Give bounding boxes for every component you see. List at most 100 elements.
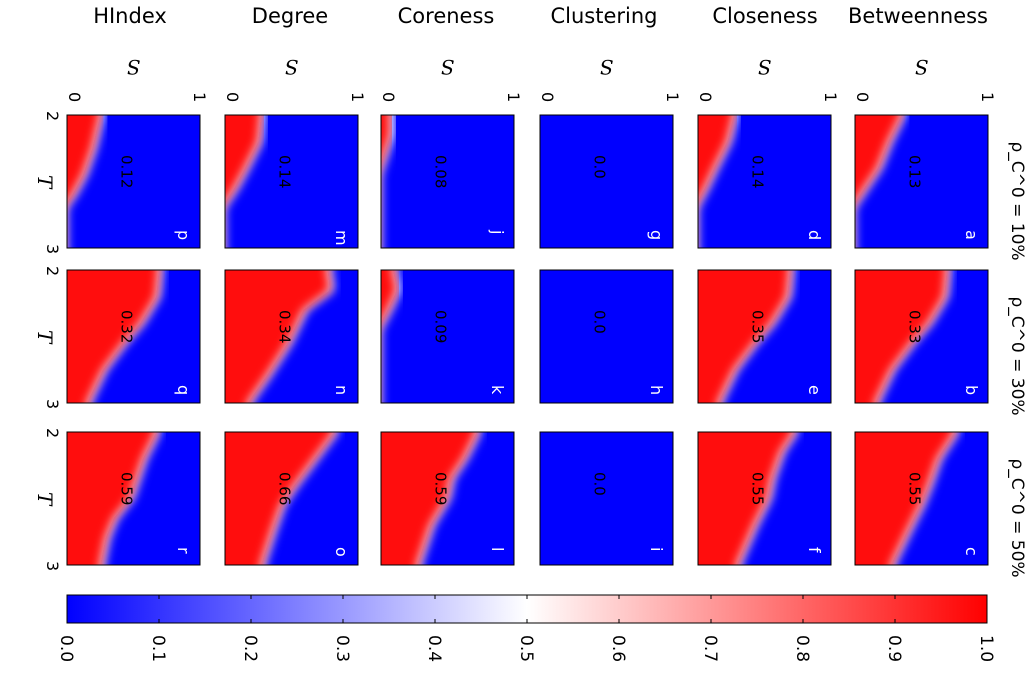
heatmap-panel	[380, 114, 515, 249]
panel-value: 0.55	[906, 472, 924, 505]
colorbar-tick-label: 0.4	[424, 635, 444, 662]
column-title: Clustering	[550, 4, 658, 28]
colorbar-tick-label: 0.6	[608, 635, 628, 662]
s-tick-label: 1	[978, 92, 997, 102]
cooperation-region	[225, 270, 331, 403]
panel-background	[540, 115, 673, 248]
heatmap-panel	[380, 269, 515, 404]
s-tick-label: 1	[348, 92, 367, 102]
s-tick-label: 1	[190, 92, 209, 102]
column-title: HIndex	[93, 4, 167, 28]
panel-letter: c	[962, 547, 981, 556]
panel-value: 0.34	[276, 310, 294, 343]
panel-value: 0.08	[432, 155, 450, 188]
t-axis-label: T	[33, 330, 57, 345]
s-axis-label: S	[758, 55, 772, 79]
t-tick-label: 2	[43, 111, 62, 121]
heatmap-panel	[224, 114, 359, 249]
t-tick-label: 3	[43, 561, 62, 571]
panel-letter: f	[805, 547, 824, 553]
s-axis-label: S	[441, 55, 455, 79]
panel-letter: q	[174, 385, 193, 395]
panel-value: 0.59	[118, 472, 136, 505]
cooperation-region	[698, 432, 794, 565]
s-tick-label: 0	[696, 92, 715, 102]
colorbar	[66, 594, 988, 624]
panel-value: 0.0	[591, 310, 609, 334]
cooperation-region	[381, 270, 397, 323]
t-axis-label: T	[33, 175, 57, 190]
panel-background	[540, 270, 673, 403]
t-tick-label: 3	[43, 244, 62, 254]
t-tick-label: 2	[43, 428, 62, 438]
panel-value: 0.13	[906, 155, 924, 188]
heatmap-panel	[539, 114, 674, 249]
panel-value: 0.0	[591, 155, 609, 179]
panel-letter: b	[962, 385, 981, 395]
s-axis-label: S	[285, 55, 299, 79]
colorbar-tick-label: 0.7	[700, 635, 720, 662]
cooperation-region	[225, 432, 335, 565]
t-tick-label: 3	[43, 399, 62, 409]
cooperation-region	[698, 270, 790, 403]
panel-background	[381, 270, 514, 403]
panel-value: 0.55	[749, 472, 767, 505]
panel-value: 0.66	[276, 472, 294, 505]
panel-value: 0.35	[749, 310, 767, 343]
colorbar-tick-label: 0.5	[516, 635, 536, 662]
s-tick-label: 1	[821, 92, 840, 102]
panel-border	[380, 114, 515, 249]
s-axis-label: S	[915, 55, 929, 79]
column-title: Coreness	[397, 4, 495, 28]
panel-border	[380, 269, 515, 404]
heatmap-panel	[539, 269, 674, 404]
cooperation-region	[67, 115, 101, 203]
panel-border	[697, 269, 832, 404]
s-axis-label: S	[600, 55, 614, 79]
heatmap-panel	[380, 431, 515, 566]
s-tick-label: 0	[65, 92, 84, 102]
panel-border	[697, 114, 832, 249]
colorbar-tick-label: 0.0	[56, 635, 76, 662]
panel-letter: e	[805, 385, 824, 395]
panel-border	[539, 431, 674, 566]
panel-border	[224, 431, 359, 566]
panel-border	[539, 269, 674, 404]
row-title: ρ_C^0 = 30%	[1007, 297, 1027, 416]
panel-value: 0.59	[432, 472, 450, 505]
cooperation-region	[381, 115, 391, 163]
panel-value: 0.32	[118, 310, 136, 343]
s-tick-label: 1	[663, 92, 682, 102]
s-tick-label: 0	[853, 92, 872, 102]
cooperation-region	[67, 432, 157, 565]
panel-value: 0.14	[749, 155, 767, 188]
heatmap-panel	[224, 431, 359, 566]
s-tick-label: 1	[504, 92, 523, 102]
panel-border	[224, 269, 359, 404]
panel-letter: k	[488, 385, 507, 395]
cooperation-region	[855, 270, 947, 403]
colorbar-tick-label: 0.1	[148, 635, 168, 662]
panel-letter: d	[805, 230, 824, 240]
panel-border	[66, 114, 201, 249]
panel-letter: o	[332, 547, 351, 557]
panel-value: 0.0	[591, 472, 609, 496]
heatmap-panel	[697, 114, 832, 249]
panel-value: 0.33	[906, 310, 924, 343]
panel-letter: n	[332, 385, 351, 395]
colorbar-tick-label: 0.2	[240, 635, 260, 662]
panel-letter: m	[332, 230, 351, 246]
t-tick-label: 2	[43, 266, 62, 276]
panel-letter: a	[962, 230, 981, 240]
s-tick-label: 0	[538, 92, 557, 102]
colorbar-tick-label: 0.8	[792, 635, 812, 662]
panel-letter: h	[647, 385, 666, 395]
s-tick-label: 0	[223, 92, 242, 102]
panel-letter: g	[647, 230, 666, 240]
panel-border	[539, 114, 674, 249]
panel-border	[224, 114, 359, 249]
s-tick-label: 0	[379, 92, 398, 102]
heatmap-panel	[697, 269, 832, 404]
heatmap-panel	[66, 269, 201, 404]
